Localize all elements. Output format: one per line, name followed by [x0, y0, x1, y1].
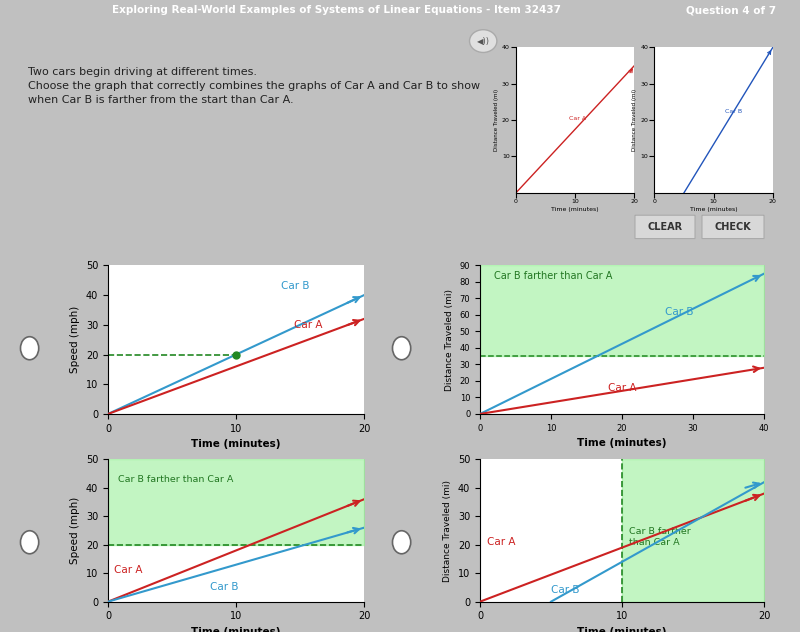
Text: Two cars begin driving at different times.
Choose the graph that correctly combi: Two cars begin driving at different time… [28, 67, 481, 105]
Y-axis label: Speed (mph): Speed (mph) [70, 306, 80, 374]
Circle shape [393, 337, 410, 360]
Text: Car B farther than Car A: Car B farther than Car A [118, 475, 234, 484]
Text: Question 4 of 7: Question 4 of 7 [686, 6, 776, 15]
Text: Car A: Car A [294, 320, 322, 330]
FancyBboxPatch shape [635, 216, 695, 238]
X-axis label: Time (minutes): Time (minutes) [191, 627, 281, 632]
Text: Car B: Car B [210, 582, 239, 592]
X-axis label: Time (minutes): Time (minutes) [578, 438, 666, 448]
Text: Car B farther
than Car A: Car B farther than Car A [629, 527, 691, 547]
Text: Car A: Car A [570, 116, 586, 121]
Text: Car A: Car A [487, 537, 516, 547]
X-axis label: Time (minutes): Time (minutes) [551, 207, 599, 212]
Y-axis label: Speed (mph): Speed (mph) [70, 497, 80, 564]
X-axis label: Time (minutes): Time (minutes) [191, 439, 281, 449]
Circle shape [21, 531, 38, 554]
Text: Exploring Real-World Examples of Systems of Linear Equations - Item 32437: Exploring Real-World Examples of Systems… [111, 6, 561, 15]
Text: CLEAR: CLEAR [647, 222, 682, 232]
FancyBboxPatch shape [702, 216, 764, 238]
Text: CHECK: CHECK [714, 222, 751, 232]
Text: Car B: Car B [551, 585, 579, 595]
Text: Car B: Car B [726, 109, 742, 114]
X-axis label: Time (minutes): Time (minutes) [578, 627, 666, 632]
Text: Car A: Car A [114, 565, 143, 575]
Text: Car B: Car B [281, 281, 310, 291]
X-axis label: Time (minutes): Time (minutes) [690, 207, 738, 212]
Circle shape [21, 337, 38, 360]
Text: Car A: Car A [608, 383, 636, 393]
Y-axis label: Distance Traveled (mi): Distance Traveled (mi) [443, 480, 452, 581]
Circle shape [393, 531, 410, 554]
Text: Car B farther than Car A: Car B farther than Car A [494, 270, 613, 281]
Y-axis label: Distance Traveled (mi): Distance Traveled (mi) [494, 89, 499, 151]
Y-axis label: Distance Traveled (mi): Distance Traveled (mi) [633, 89, 638, 151]
Text: ◀)): ◀)) [477, 37, 490, 46]
Text: Car B: Car B [665, 307, 693, 317]
Y-axis label: Distance Traveled (mi): Distance Traveled (mi) [445, 289, 454, 391]
Circle shape [470, 30, 497, 52]
